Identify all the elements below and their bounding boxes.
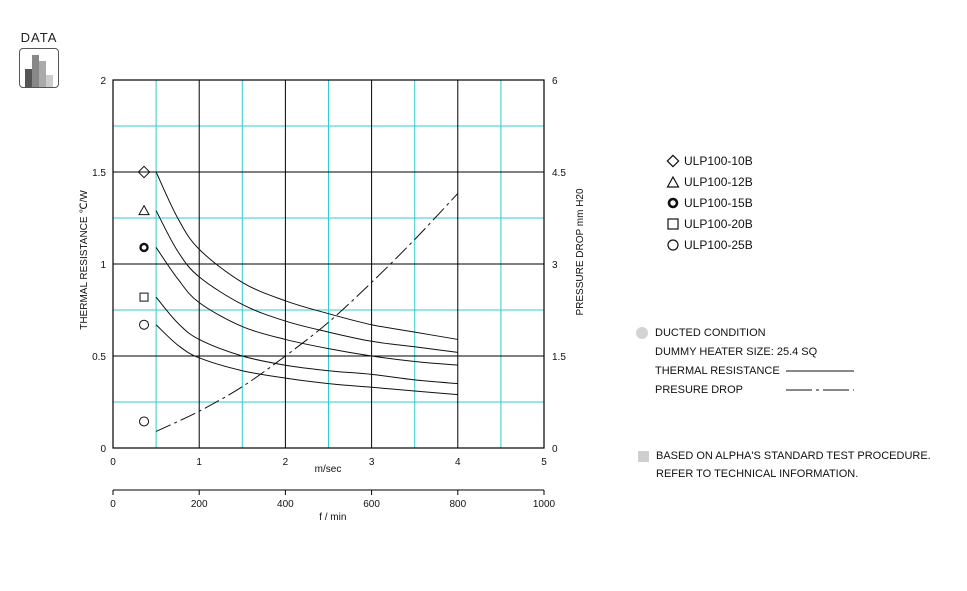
- x-tick-label: 1: [196, 457, 202, 468]
- y-tick-label: 1.5: [92, 168, 106, 179]
- y-tick-label: 0.5: [92, 352, 106, 363]
- circle-marker: [139, 319, 150, 330]
- diamond-icon: [662, 153, 684, 168]
- y2-tick-label: 1.5: [552, 352, 566, 363]
- legend-item: ULP100-10B: [662, 150, 753, 171]
- x2-axis-label: f / min: [319, 512, 346, 523]
- plot-frame: [112, 79, 545, 449]
- chart-legend: ULP100-10B ULP100-12B ULP100-15B ULP100-…: [662, 150, 753, 255]
- y-tick-label: 0: [100, 444, 106, 455]
- pressure-label: PRESURE DROP: [655, 383, 744, 396]
- thermal-resistance-line: [155, 247, 458, 366]
- y2-tick-label: 3: [552, 260, 558, 271]
- x-tick-label: 2: [283, 457, 289, 468]
- y2-tick-label: 0: [552, 444, 558, 455]
- thermal-resistance-line: [155, 210, 458, 353]
- square-bullet-icon: [638, 450, 649, 462]
- legend-item: ULP100-20B: [662, 213, 753, 234]
- circle-marker: [139, 416, 150, 427]
- square-icon: [662, 217, 684, 231]
- legend-item: ULP100-12B: [662, 171, 753, 192]
- y2-tick-label: 4.5: [552, 168, 566, 179]
- y-tick-label: 2: [100, 76, 106, 87]
- triangle-icon: [662, 175, 684, 189]
- solid-line-icon: [786, 370, 854, 371]
- legend-label: ULP100-10B: [684, 153, 753, 168]
- square-marker: [139, 292, 149, 302]
- legend-label: ULP100-15B: [684, 195, 753, 210]
- pressure-drop-line: [155, 193, 459, 432]
- data-badge-label: DATA: [20, 30, 58, 45]
- circle-icon: [662, 238, 684, 252]
- bold-circle-marker: [139, 242, 149, 253]
- note-text-1: BASED ON ALPHA'S STANDARD TEST PROCEDURE…: [656, 450, 931, 462]
- legend-label: ULP100-25B: [684, 237, 753, 252]
- x-tick-label: 0: [110, 457, 116, 468]
- x-tick-label: 3: [369, 457, 375, 468]
- legend-item: ULP100-25B: [662, 234, 753, 255]
- diamond-marker: [137, 165, 151, 179]
- x2-tick-label: 1000: [533, 499, 556, 510]
- dash-dot-line-icon: [786, 389, 854, 390]
- legend-label: ULP100-20B: [684, 216, 753, 231]
- x2-tick-label: 600: [363, 499, 380, 510]
- x2-tick-label: 800: [449, 499, 466, 510]
- test-conditions: DUCTED CONDITION DUMMY HEATER SIZE: 25.4…: [636, 323, 854, 399]
- thermal-label: THERMAL RESISTANCE: [655, 364, 780, 377]
- x2-tick-label: 200: [191, 499, 208, 510]
- x-tick-label: 5: [541, 457, 547, 468]
- heater-text: DUMMY HEATER SIZE: 25.4 SQ: [655, 345, 818, 358]
- legend-item: ULP100-15B: [662, 192, 753, 213]
- dot-icon: [636, 326, 648, 339]
- test-procedure-note: BASED ON ALPHA'S STANDARD TEST PROCEDURE…: [638, 447, 931, 483]
- bold-circle-icon: [662, 196, 684, 210]
- x2-tick-label: 0: [110, 499, 116, 510]
- y2-axis-label: PRESSURE DROP mm H20: [575, 188, 586, 316]
- x-tick-label: 4: [455, 457, 461, 468]
- triangle-marker: [138, 204, 150, 216]
- thermal-resistance-line: [155, 171, 458, 340]
- thermal-resistance-line: [155, 324, 458, 396]
- legend-label: ULP100-12B: [684, 174, 753, 189]
- y2-tick-label: 6: [552, 76, 558, 87]
- data-badge: DATA: [17, 30, 61, 88]
- thermal-resistance-line: [155, 296, 458, 385]
- x-axis-label: m/sec: [315, 464, 342, 475]
- y-tick-label: 1: [100, 260, 106, 271]
- condition-text: DUCTED CONDITION: [655, 326, 766, 339]
- bar-chart-icon: [19, 48, 59, 88]
- x2-tick-label: 400: [277, 499, 294, 510]
- note-text-2: REFER TO TECHNICAL INFORMATION.: [656, 468, 859, 480]
- y-axis-label: THERMAL RESISTANCE ℃/W: [79, 190, 90, 330]
